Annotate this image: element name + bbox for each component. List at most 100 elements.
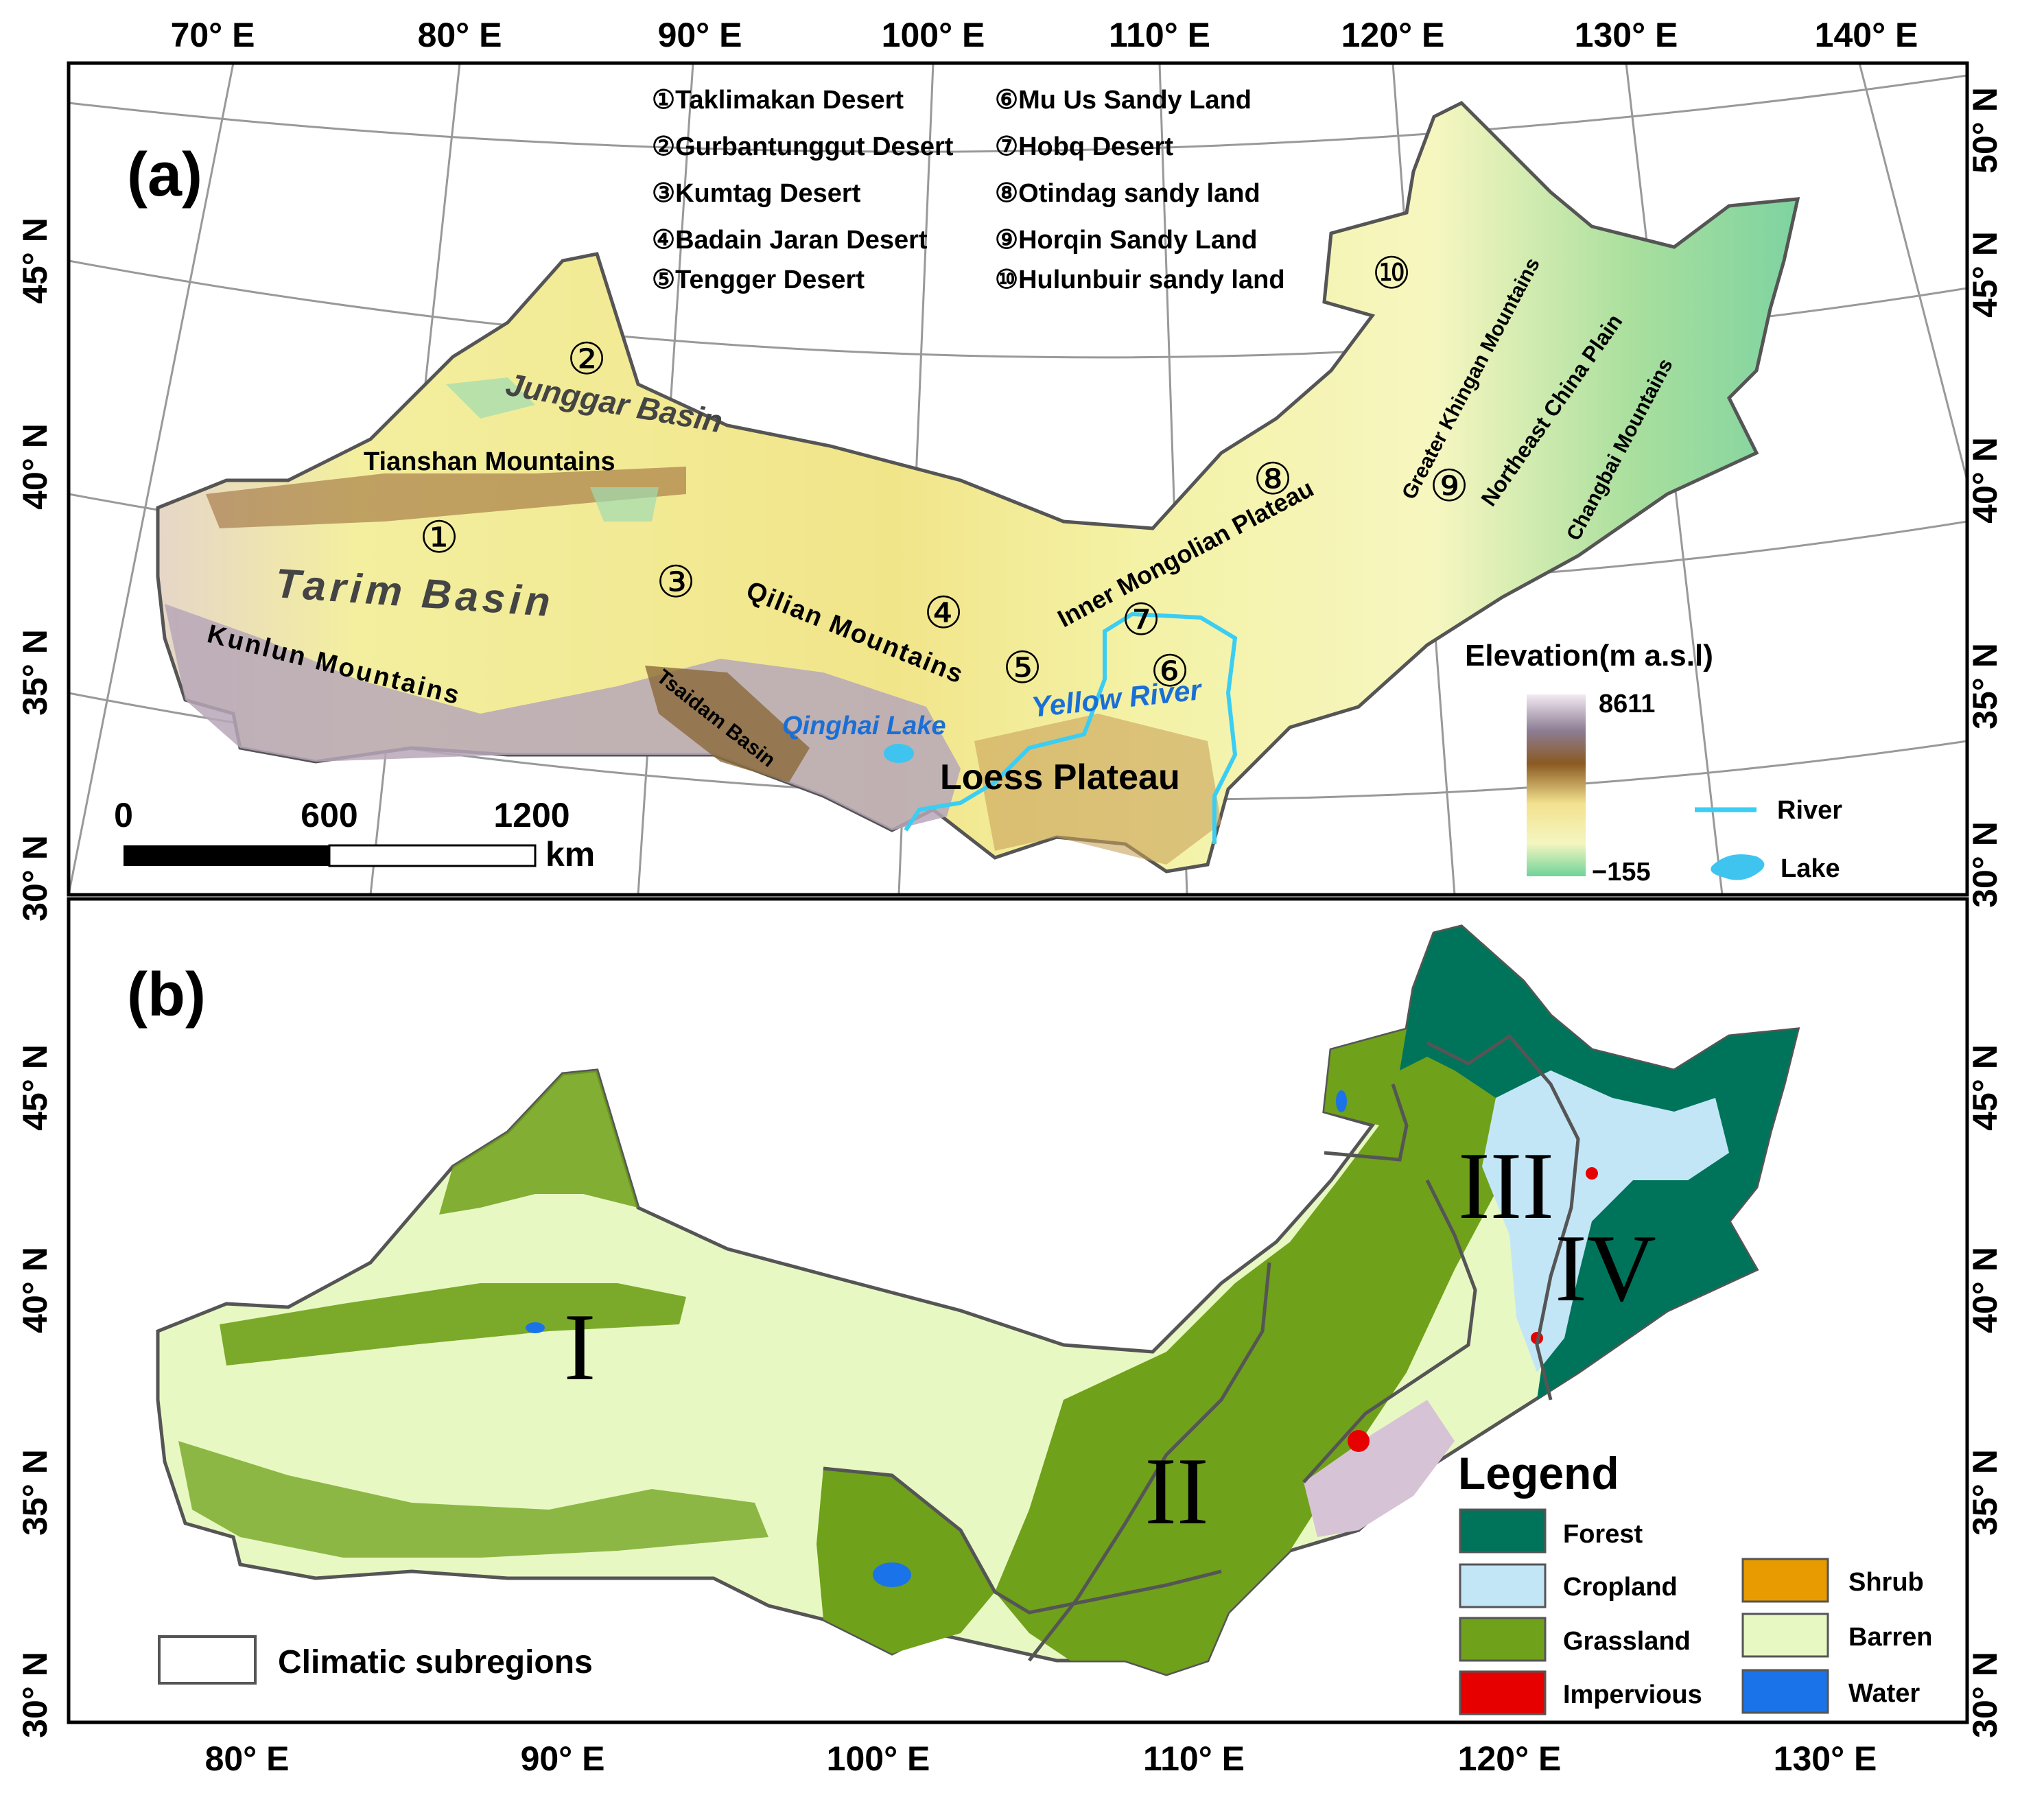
marker-7: ⑦ [1121, 595, 1160, 644]
water-bosten-lake [526, 1322, 545, 1333]
panel-b-right-ticks: 45° N 40° N 35° N 30° N [1966, 1044, 2004, 1738]
legend-swatch-grassland [1459, 1617, 1547, 1662]
marker-10: ⑩ [1372, 248, 1411, 298]
panel-a-right-ticks: 50° N 45° N 40° N 35° N 30° N [1966, 87, 2004, 908]
legend-swatch-impervious [1459, 1670, 1547, 1715]
tick-left: 30° N [16, 835, 54, 922]
subregion-legend-label: Climatic subregions [278, 1644, 593, 1680]
marker-1: ① [419, 513, 458, 562]
tick-bottom: 120° E [1458, 1739, 1562, 1778]
subregion-II: II [1144, 1438, 1208, 1545]
tick-bottom: 130° E [1774, 1739, 1877, 1778]
desert-item: ⑦Hobq Desert [995, 132, 1173, 161]
marker-3: ③ [656, 557, 695, 607]
panel-b-bottom-ticks: 80° E 90° E 100° E 110° E 120° E 130° E [205, 1739, 1877, 1778]
yellow-river [904, 611, 1238, 844]
tick-top: 80° E [418, 16, 502, 54]
legend-label-forest: Forest [1563, 1520, 1643, 1549]
tick-right: 45° N [1966, 231, 2004, 318]
grassland-tianshan [220, 1283, 686, 1366]
climatic-subregion-boundaries [823, 1033, 1580, 1662]
marker-5: ⑤ [1002, 643, 1042, 692]
tick-bottom: 90° E [521, 1739, 605, 1778]
tick-top: 100° E [882, 16, 985, 54]
tick-right: 45° N [1966, 1044, 2004, 1131]
label-tianshan-mountains: Tianshan Mountains [364, 447, 615, 476]
desert-item: ⑤Tengger Desert [652, 266, 865, 294]
tick-top: 130° E [1575, 16, 1678, 54]
legend-label-shrub: Shrub [1848, 1568, 1924, 1597]
elevation-legend-title: Elevation(m a.s.l) [1465, 639, 1713, 672]
loess-plateau-shade [974, 714, 1221, 865]
desert-item: ⑧Otindag sandy land [995, 179, 1260, 208]
legend-swatch-shrub [1741, 1558, 1829, 1603]
cropland-northeast [1482, 1070, 1729, 1372]
tick-bottom: 100° E [827, 1739, 930, 1778]
grassland-qilian [817, 1468, 995, 1654]
scale-label-0: 0 [114, 796, 133, 834]
tick-top: 90° E [658, 16, 742, 54]
desert-item: ⑨Horqin Sandy Land [995, 226, 1257, 255]
scale-label-1200: 1200 [493, 796, 569, 834]
subregion-IV: IV [1555, 1215, 1656, 1322]
tick-left: 40° N [16, 423, 54, 510]
tick-top: 120° E [1341, 16, 1445, 54]
label-qinghai-lake: Qinghai Lake [782, 712, 946, 740]
water-qinghai-lake [873, 1562, 911, 1587]
elevation-min: −155 [1592, 858, 1651, 887]
marker-2: ② [567, 334, 606, 384]
tick-right: 35° N [1966, 643, 2004, 729]
river-legend-label: River [1777, 796, 1842, 825]
subregion-legend: Climatic subregions [158, 1635, 593, 1685]
subregion-III: III [1458, 1133, 1554, 1239]
tick-left: 35° N [16, 629, 54, 716]
panel-b-label: (b) [127, 961, 206, 1029]
tick-left: 40° N [16, 1247, 54, 1333]
tick-top: 110° E [1109, 16, 1210, 54]
scale-unit: km [545, 835, 595, 874]
tick-right: 50° N [1966, 87, 2004, 174]
desert-item: ①Taklimakan Desert [652, 86, 904, 115]
legend-title: Legend [1458, 1448, 1619, 1499]
tick-right: 30° N [1966, 821, 2004, 908]
tick-right: 40° N [1966, 437, 2004, 524]
elevation-legend: Elevation(m a.s.l) 8611 −155 River Lake [1465, 639, 1842, 887]
tick-top: 140° E [1815, 16, 1918, 54]
desert-markers: ① ② ③ ④ ⑤ ⑥ ⑦ ⑧ ⑨ ⑩ [419, 248, 1468, 696]
subregion-I: I [564, 1294, 596, 1401]
panel-a-label: (a) [127, 141, 202, 209]
tick-left: 45° N [16, 1044, 54, 1131]
grassland-east [995, 926, 1578, 1674]
marker-6: ⑥ [1150, 646, 1189, 696]
tick-top: 70° E [171, 16, 255, 54]
marker-4: ④ [924, 588, 963, 637]
elevation-max: 8611 [1599, 690, 1655, 718]
tick-right: 40° N [1966, 1247, 2004, 1333]
tsaidam-basin-shade [645, 666, 810, 782]
legend-label-grassland: Grassland [1563, 1627, 1691, 1656]
marker-9: ⑨ [1429, 461, 1468, 511]
impervious-beijing [1348, 1430, 1370, 1452]
landcover-legend: Legend Forest Cropland Grassland Impervi… [1458, 1448, 1933, 1715]
tick-left: 45° N [16, 218, 54, 304]
desert-item: ⑩Hulunbuir sandy land [995, 266, 1285, 294]
water-hulun-lake [1336, 1090, 1347, 1112]
tick-right: 30° N [1966, 1652, 2004, 1738]
panel-a: (a) 70° E 80° E 90° E 100° E 110° E 120°… [16, 16, 2004, 922]
grassland-junggar [439, 1070, 638, 1215]
elevation-color-ramp [1527, 694, 1586, 876]
legend-label-water: Water [1848, 1679, 1920, 1708]
scale-bar: 0 600 1200 km [114, 796, 595, 874]
marker-8: ⑧ [1253, 454, 1292, 504]
tianshan-ridge [206, 467, 686, 528]
impervious-harbin [1586, 1167, 1598, 1180]
desert-item: ④Badain Jaran Desert [652, 226, 928, 255]
legend-label-impervious: Impervious [1563, 1680, 1702, 1709]
legend-swatch-water [1741, 1669, 1829, 1714]
legend-swatch-forest [1459, 1508, 1547, 1554]
desert-list: ①Taklimakan Desert ②Gurbantunggut Desert… [652, 86, 1285, 294]
tick-right: 35° N [1966, 1449, 2004, 1536]
label-loess-plateau: Loess Plateau [940, 758, 1180, 797]
scale-label-600: 600 [301, 796, 357, 834]
